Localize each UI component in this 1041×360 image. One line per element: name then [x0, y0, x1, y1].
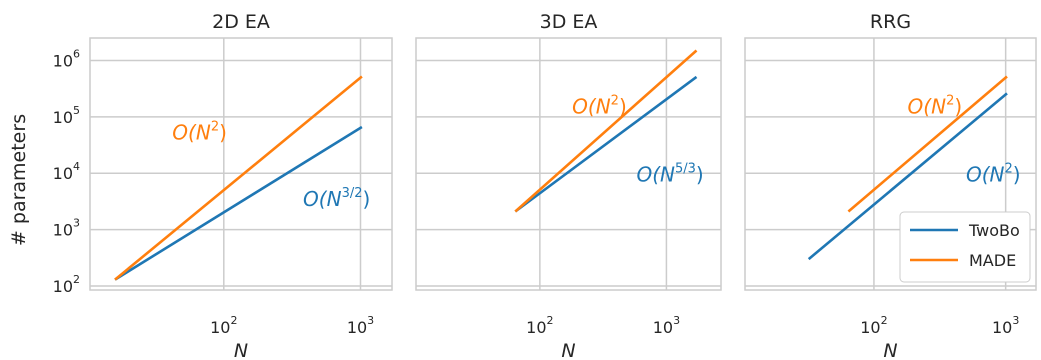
x-tick-label: 103: [653, 314, 680, 337]
x-axis-label: N: [561, 340, 575, 360]
series-line-twobo: [807, 92, 1008, 261]
complexity-annotation: O(N2): [908, 93, 963, 118]
y-tick-label: 106: [53, 47, 80, 70]
series-line-made: [114, 75, 363, 281]
y-tick-label: 104: [53, 160, 80, 183]
x-tick-label: 102: [210, 314, 237, 337]
panel-3: RRG N 102 103 O(N2) O(N2): [744, 11, 1037, 360]
x-tick-label: 103: [347, 314, 374, 337]
legend-label-twobo: TwoBo: [968, 221, 1020, 240]
x-axis-label: N: [234, 340, 248, 360]
complexity-annotation: O(N2): [172, 119, 227, 144]
legend-label-made: MADE: [969, 251, 1016, 270]
y-axis-label: # parameters: [8, 114, 30, 246]
complexity-annotation: O(N5/3): [636, 161, 703, 186]
x-tick-label: 102: [526, 314, 553, 337]
series-line-made: [847, 75, 1008, 213]
series-line-made: [514, 49, 698, 213]
panel-title: RRG: [870, 11, 911, 33]
x-tick-label: 102: [860, 314, 887, 337]
series-line-twobo: [114, 125, 363, 281]
x-axis-label: N: [883, 340, 897, 360]
x-tick-label: 103: [992, 314, 1019, 337]
plot-frame: [89, 37, 393, 291]
panel-1: 2D EA N 102 103 102 103 104 105 106 O(N2) O(N3/2): [53, 11, 393, 360]
legend: TwoBo MADE: [899, 211, 1031, 283]
complexity-annotation: O(N2): [966, 161, 1021, 186]
complexity-annotation: O(N2): [572, 93, 627, 118]
panel-title: 3D EA: [540, 11, 598, 33]
panel-2: 3D EA N 102 103 O(N2) O(N5/3): [415, 11, 722, 360]
series-line-twobo: [514, 75, 698, 213]
complexity-annotation: O(N3/2): [303, 186, 370, 211]
y-tick-label: 102: [53, 273, 80, 296]
panels: 2D EA N 102 103 102 103 104 105 106 O(N2) O(N3/2) 3…: [53, 11, 1037, 360]
panel-title: 2D EA: [212, 11, 270, 33]
y-tick-label: 103: [53, 217, 80, 240]
y-tick-label: 105: [53, 104, 80, 127]
